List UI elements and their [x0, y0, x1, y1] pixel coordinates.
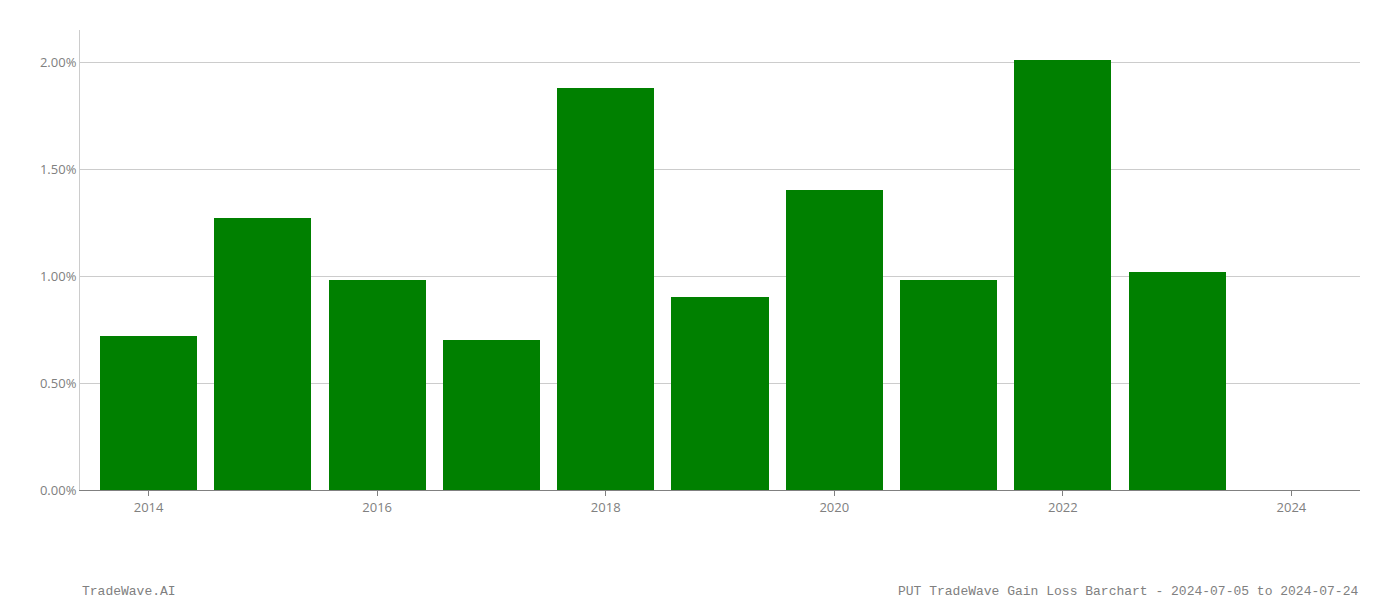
svg-text:1.00%: 1.00%: [40, 267, 77, 285]
svg-text:PUT TradeWave Gain Loss Barcha: PUT TradeWave Gain Loss Barchart - 2024-…: [898, 584, 1358, 599]
svg-text:1.50%: 1.50%: [40, 160, 77, 178]
svg-text:2022: 2022: [1048, 498, 1078, 516]
svg-text:2020: 2020: [819, 498, 849, 516]
svg-text:2.00%: 2.00%: [40, 53, 77, 71]
svg-text:2018: 2018: [591, 498, 621, 516]
svg-text:0.50%: 0.50%: [40, 374, 77, 392]
svg-text:0.00%: 0.00%: [40, 481, 77, 499]
svg-text:2016: 2016: [362, 498, 392, 516]
svg-text:2024: 2024: [1277, 498, 1307, 516]
svg-text:2014: 2014: [134, 498, 164, 516]
svg-text:TradeWave.AI: TradeWave.AI: [82, 584, 176, 599]
